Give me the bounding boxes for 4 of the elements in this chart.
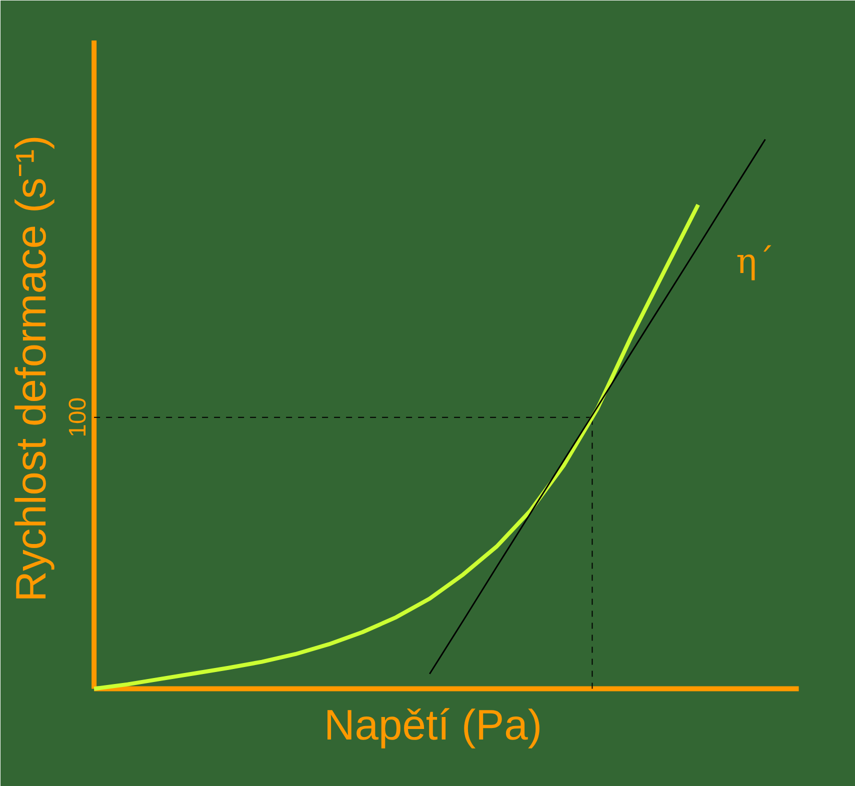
y-axis-title: Rychlost deformace (s⁻¹): [8, 135, 56, 602]
text: 100: [64, 397, 92, 438]
x-axis-title: Napětí (Pa): [324, 702, 542, 750]
annotation: η´: [736, 242, 774, 282]
